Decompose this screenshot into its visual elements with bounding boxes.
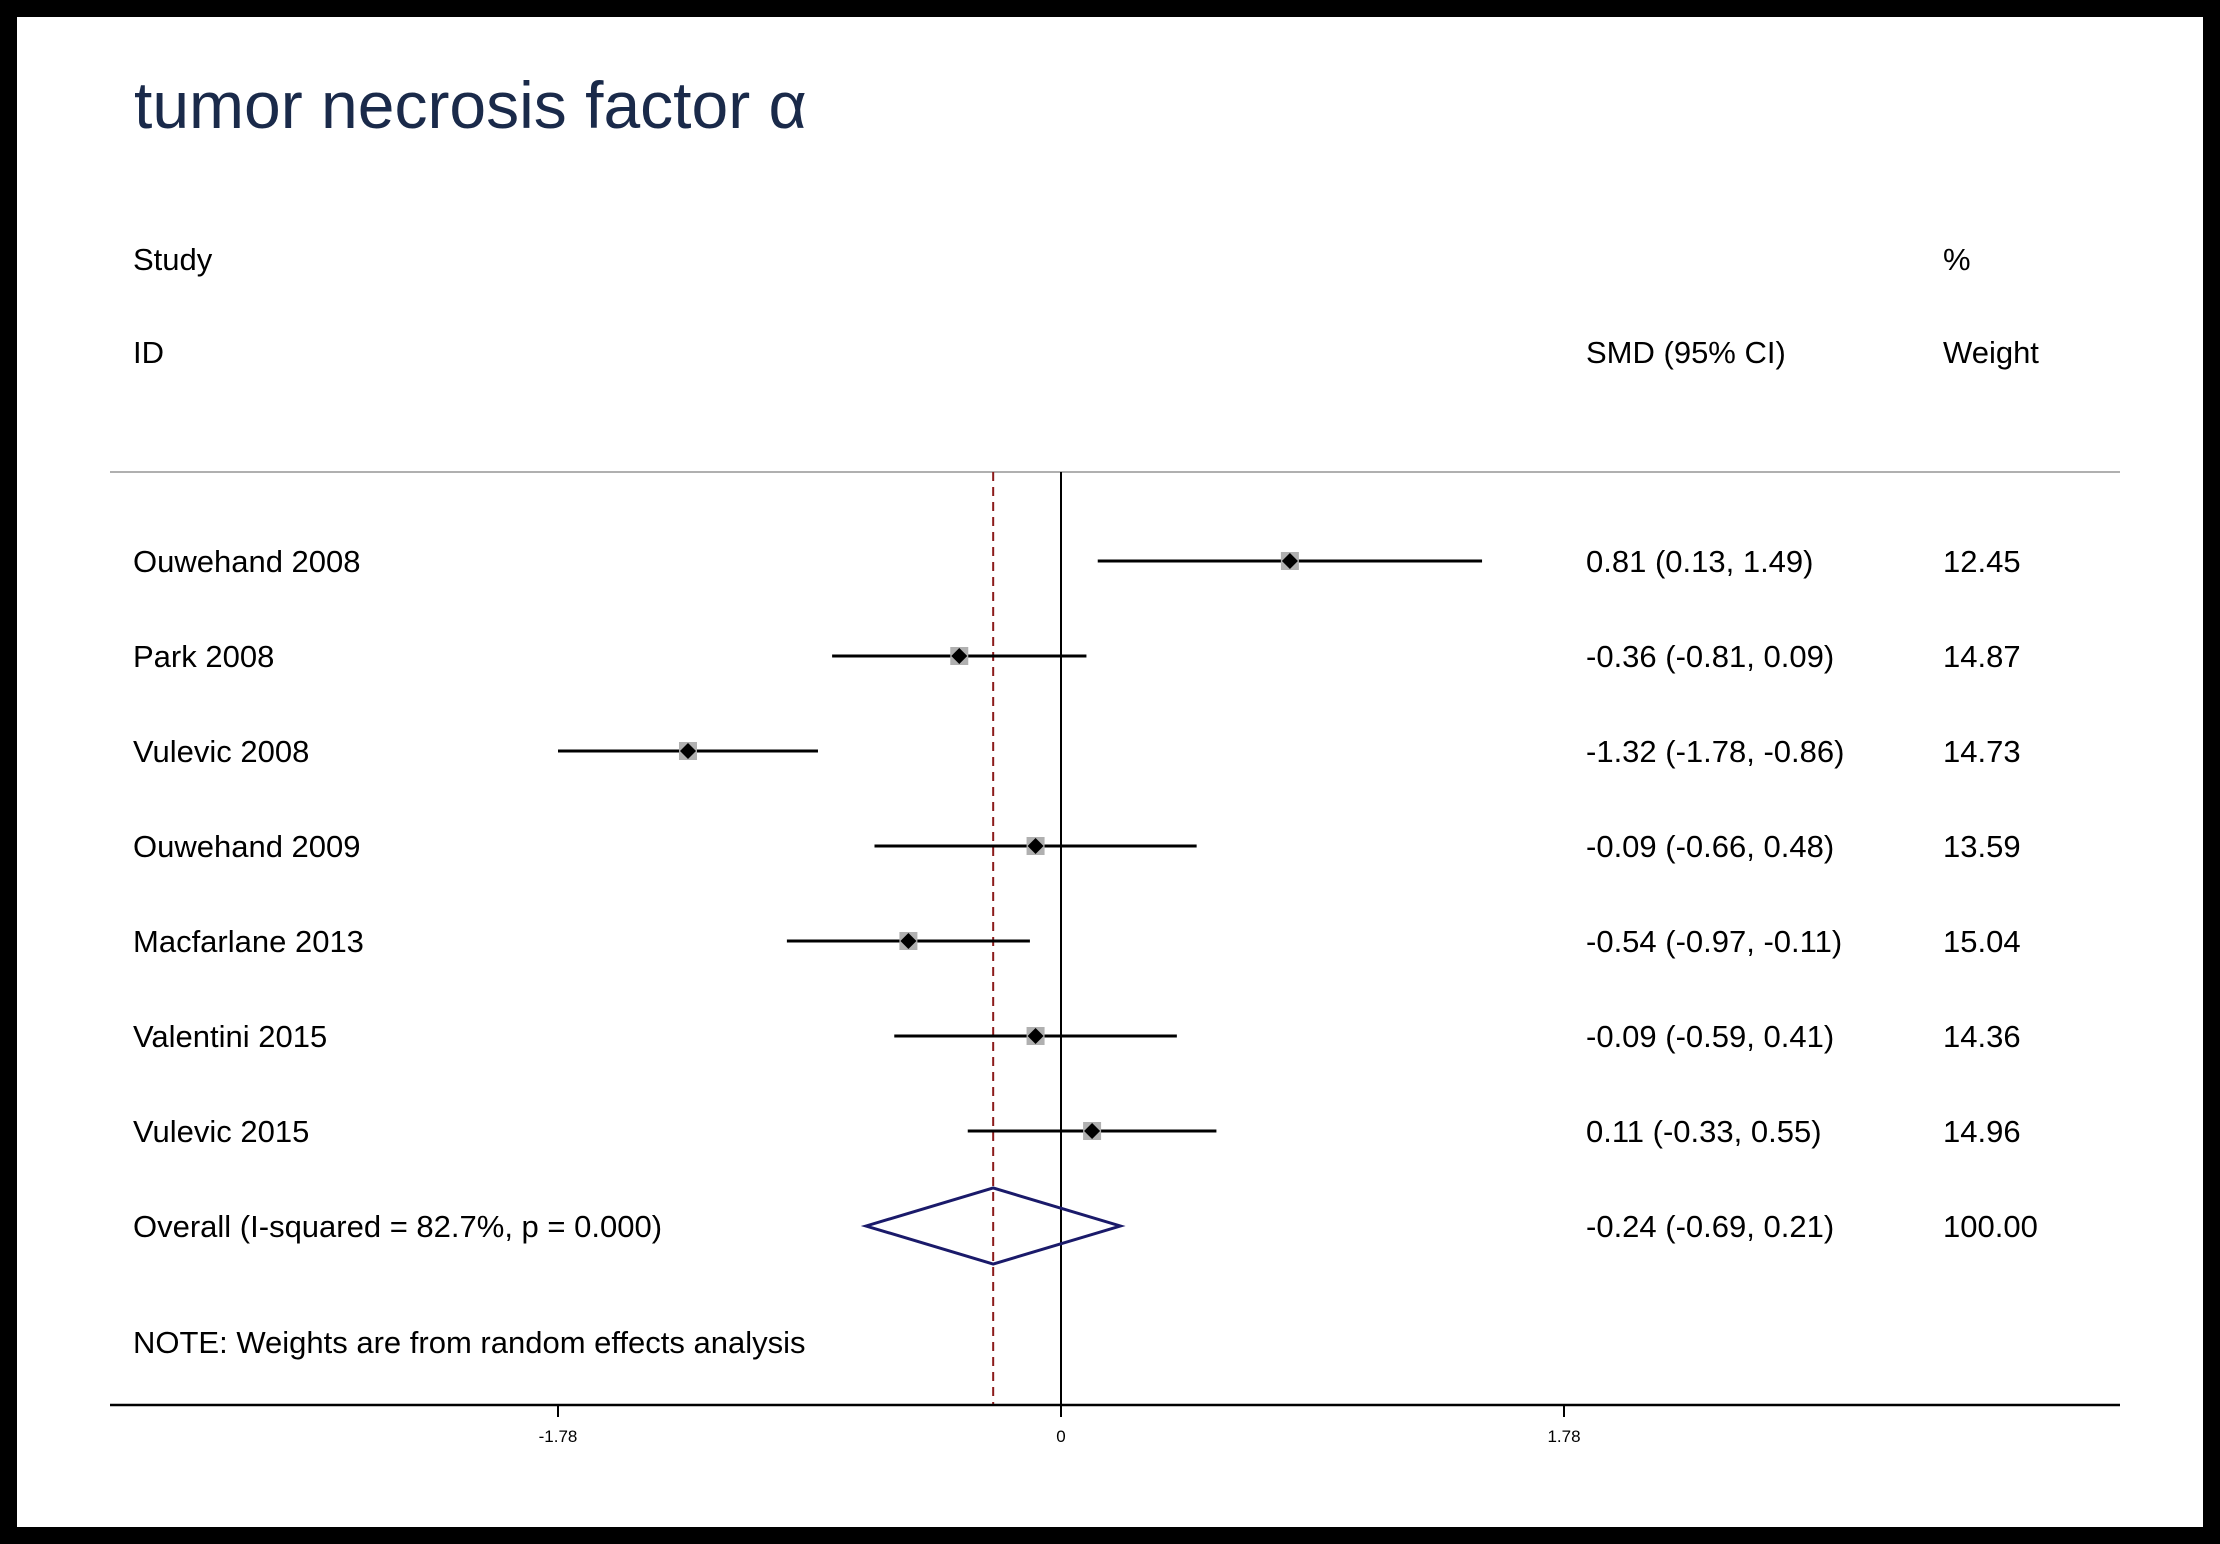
study-label: Ouwehand 2008 xyxy=(133,544,361,579)
study-weight: 12.45 xyxy=(1943,544,2021,579)
study-weight: 14.87 xyxy=(1943,639,2021,674)
weights-note: NOTE: Weights are from random effects an… xyxy=(133,1325,806,1360)
overall-ci-text: -0.24 (-0.69, 0.21) xyxy=(1586,1209,1834,1244)
study-label: Vulevic 2015 xyxy=(133,1114,309,1149)
study-label: Vulevic 2008 xyxy=(133,734,309,769)
study-label: Park 2008 xyxy=(133,639,274,674)
study-label: Valentini 2015 xyxy=(133,1019,327,1054)
study-weight: 14.36 xyxy=(1943,1019,2021,1054)
overall-diamond xyxy=(860,1186,1126,1266)
study-ci-text: -0.09 (-0.66, 0.48) xyxy=(1586,829,1834,864)
x-tick-label: 1.78 xyxy=(1547,1427,1580,1446)
point-estimate xyxy=(1027,838,1044,854)
forest-plot: tumor necrosis factor α Study ID SMD (95… xyxy=(110,68,2120,1446)
study-weight: 14.73 xyxy=(1943,734,2021,769)
point-estimate xyxy=(951,648,968,664)
study-header: Study xyxy=(133,242,213,277)
percent-header: % xyxy=(1943,242,1971,277)
overall-weight: 100.00 xyxy=(1943,1209,2038,1244)
effect-header: SMD (95% CI) xyxy=(1586,335,1786,370)
point-estimate xyxy=(900,933,917,949)
weight-header: Weight xyxy=(1943,335,2039,370)
id-header: ID xyxy=(133,335,164,370)
point-estimate xyxy=(679,743,696,759)
x-tick-label: 0 xyxy=(1056,1427,1065,1446)
study-ci-text: -0.54 (-0.97, -0.11) xyxy=(1586,924,1842,959)
point-estimate xyxy=(1084,1123,1101,1139)
study-weight: 14.96 xyxy=(1943,1114,2021,1149)
point-estimate xyxy=(1027,1028,1044,1044)
chart-title: tumor necrosis factor α xyxy=(134,68,807,142)
overall-label: Overall (I-squared = 82.7%, p = 0.000) xyxy=(133,1209,662,1244)
x-tick-label: -1.78 xyxy=(539,1427,578,1446)
chart-marks: Ouwehand 2008 0.81 (0.13, 1.49) 12.45 Park … xyxy=(133,472,2038,1405)
point-estimate xyxy=(1281,553,1298,569)
study-label: Macfarlane 2013 xyxy=(133,924,364,959)
study-weight: 13.59 xyxy=(1943,829,2021,864)
study-ci-text: -0.09 (-0.59, 0.41) xyxy=(1586,1019,1834,1054)
study-weight: 15.04 xyxy=(1943,924,2021,959)
study-label: Ouwehand 2009 xyxy=(133,829,361,864)
x-axis-ticks: -1.78 0 1.78 xyxy=(539,1405,1581,1446)
study-ci-text: -0.36 (-0.81, 0.09) xyxy=(1586,639,1834,674)
study-ci-text: 0.11 (-0.33, 0.55) xyxy=(1586,1114,1822,1149)
study-ci-text: 0.81 (0.13, 1.49) xyxy=(1586,544,1814,579)
study-ci-text: -1.32 (-1.78, -0.86) xyxy=(1586,734,1844,769)
forest-plot-frame: tumor necrosis factor α Study ID SMD (95… xyxy=(17,17,2203,1527)
